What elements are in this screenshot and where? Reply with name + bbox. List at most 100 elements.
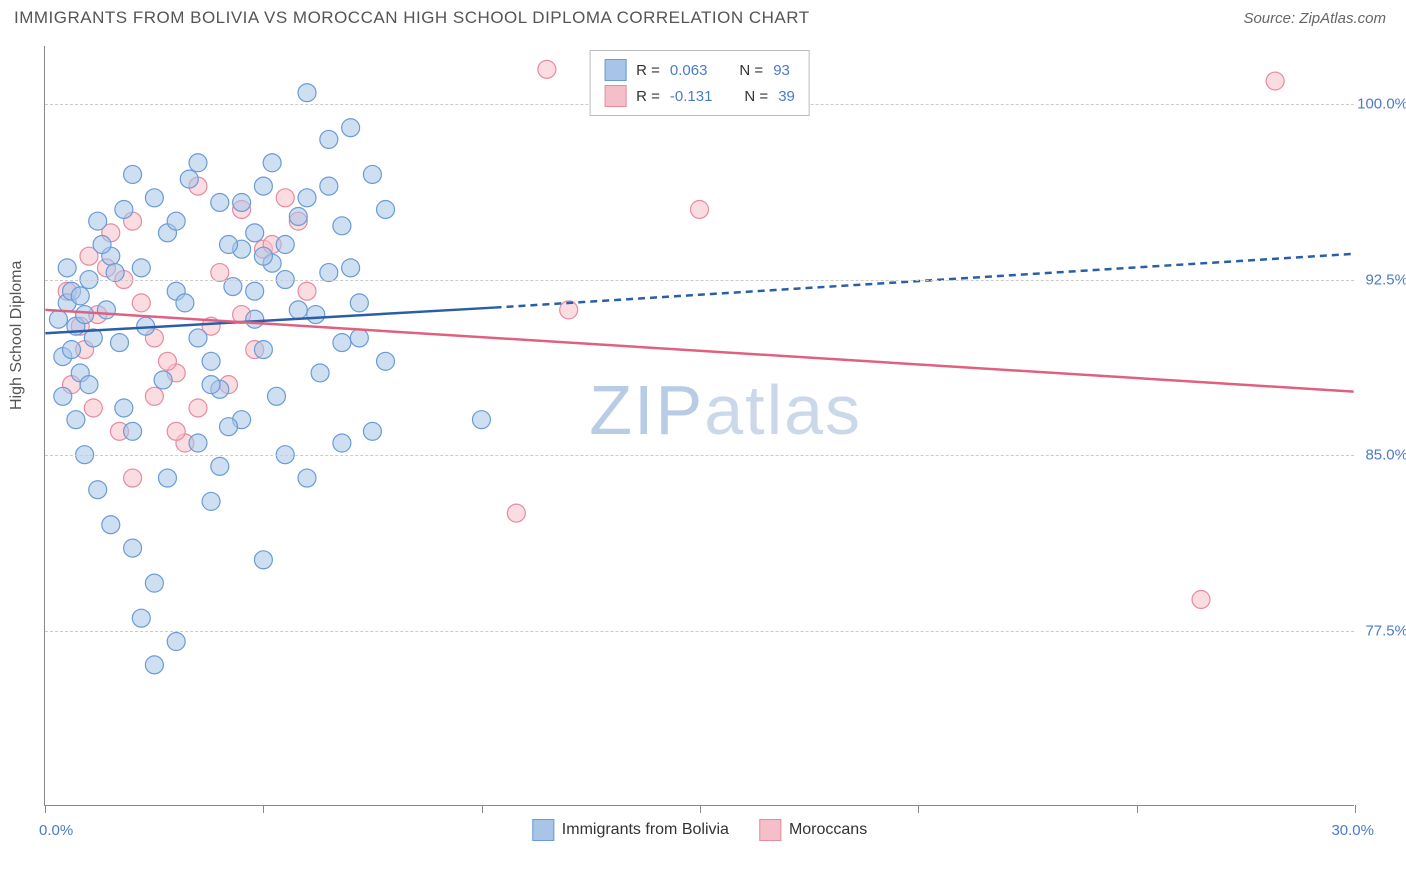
- scatter-point: [132, 294, 150, 312]
- scatter-point: [363, 165, 381, 183]
- scatter-point: [84, 399, 102, 417]
- scatter-point: [254, 551, 272, 569]
- gridline-h: [45, 455, 1354, 456]
- scatter-point: [233, 193, 251, 211]
- scatter-point: [189, 399, 207, 417]
- y-tick-label: 92.5%: [1365, 271, 1406, 288]
- x-tick: [482, 805, 483, 813]
- scatter-point: [350, 329, 368, 347]
- scatter-point: [58, 259, 76, 277]
- scatter-point: [167, 422, 185, 440]
- scatter-point: [189, 434, 207, 452]
- source-label: Source: ZipAtlas.com: [1243, 10, 1386, 27]
- scatter-point: [246, 282, 264, 300]
- legend-series-box: Immigrants from Bolivia Moroccans: [532, 819, 867, 841]
- scatter-point: [115, 399, 133, 417]
- scatter-point: [49, 310, 67, 328]
- legend-series-a: Immigrants from Bolivia: [532, 819, 729, 841]
- scatter-point: [176, 294, 194, 312]
- scatter-point: [538, 60, 556, 78]
- scatter-point: [189, 329, 207, 347]
- scatter-point: [132, 609, 150, 627]
- scatter-point: [124, 539, 142, 557]
- scatter-point: [472, 411, 490, 429]
- scatter-point: [320, 130, 338, 148]
- scatter-point: [320, 177, 338, 195]
- y-tick-label: 85.0%: [1365, 447, 1406, 464]
- scatter-point: [298, 84, 316, 102]
- scatter-point: [93, 236, 111, 254]
- scatter-point: [307, 306, 325, 324]
- scatter-point: [167, 633, 185, 651]
- scatter-point: [211, 193, 229, 211]
- scatter-point: [145, 189, 163, 207]
- legend-bottom-swatch-a: [532, 819, 554, 841]
- scatter-point: [63, 341, 81, 359]
- legend-stats-box: R = 0.063 N = 93 R = -0.131 N = 39: [589, 50, 810, 116]
- trend-line: [45, 310, 1353, 392]
- r-value-a: 0.063: [670, 62, 708, 79]
- scatter-point: [106, 264, 124, 282]
- legend-bottom-swatch-b: [759, 819, 781, 841]
- scatter-point: [202, 376, 220, 394]
- scatter-point: [298, 282, 316, 300]
- scatter-point: [158, 352, 176, 370]
- scatter-point: [180, 170, 198, 188]
- scatter-point: [102, 516, 120, 534]
- scatter-point: [298, 189, 316, 207]
- legend-swatch-a: [604, 59, 626, 81]
- legend-series-b: Moroccans: [759, 819, 867, 841]
- scatter-point: [111, 334, 129, 352]
- scatter-point: [1266, 72, 1284, 90]
- scatter-point: [115, 200, 133, 218]
- scatter-point: [80, 376, 98, 394]
- x-tick: [918, 805, 919, 813]
- scatter-point: [333, 334, 351, 352]
- scatter-point: [289, 301, 307, 319]
- scatter-point: [246, 310, 264, 328]
- scatter-point: [202, 352, 220, 370]
- scatter-point: [254, 341, 272, 359]
- scatter-point: [254, 247, 272, 265]
- scatter-point: [202, 492, 220, 510]
- scatter-point: [377, 200, 395, 218]
- scatter-point: [276, 189, 294, 207]
- scatter-point: [276, 236, 294, 254]
- scatter-point: [263, 154, 281, 172]
- x-tick: [1355, 805, 1356, 813]
- scatter-point: [507, 504, 525, 522]
- legend-series-b-label: Moroccans: [789, 821, 867, 839]
- scatter-point: [220, 236, 238, 254]
- scatter-point: [333, 217, 351, 235]
- scatter-point: [1192, 590, 1210, 608]
- scatter-point: [124, 469, 142, 487]
- legend-stats-row-a: R = 0.063 N = 93: [604, 57, 795, 83]
- scatter-point: [350, 294, 368, 312]
- scatter-point: [342, 119, 360, 137]
- x-tick-min: 0.0%: [39, 822, 73, 839]
- scatter-point: [298, 469, 316, 487]
- chart-plot-area: ZIPatlas R = 0.063 N = 93 R = -0.131 N =…: [44, 46, 1354, 806]
- n-label-a: N =: [739, 62, 763, 79]
- scatter-point: [89, 212, 107, 230]
- x-tick: [700, 805, 701, 813]
- y-axis-label: High School Diploma: [8, 261, 26, 410]
- x-tick: [45, 805, 46, 813]
- scatter-point: [71, 287, 89, 305]
- scatter-point: [377, 352, 395, 370]
- gridline-h: [45, 631, 1354, 632]
- scatter-point: [54, 387, 72, 405]
- scatter-point: [320, 264, 338, 282]
- r-label-a: R =: [636, 62, 660, 79]
- legend-swatch-b: [604, 85, 626, 107]
- n-label-b: N =: [744, 88, 768, 105]
- scatter-point: [167, 212, 185, 230]
- chart-title: IMMIGRANTS FROM BOLIVIA VS MOROCCAN HIGH…: [14, 8, 810, 28]
- scatter-point: [189, 154, 207, 172]
- scatter-point: [246, 224, 264, 242]
- x-tick: [1137, 805, 1138, 813]
- scatter-point: [145, 656, 163, 674]
- scatter-point: [363, 422, 381, 440]
- y-tick-label: 77.5%: [1365, 622, 1406, 639]
- scatter-point: [220, 418, 238, 436]
